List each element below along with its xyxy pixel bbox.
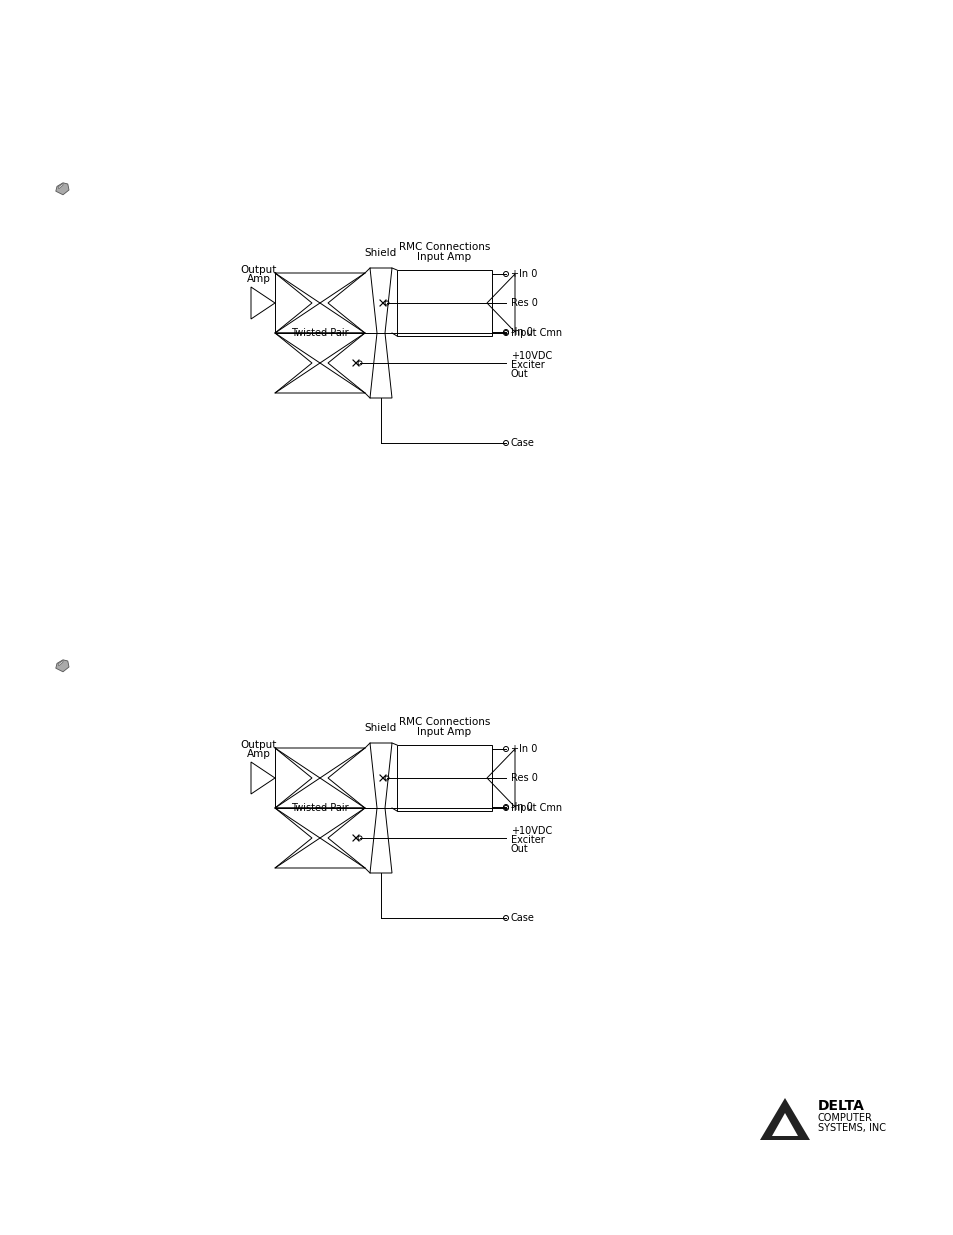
Text: Exciter: Exciter — [511, 835, 544, 845]
Text: Out: Out — [511, 369, 528, 379]
Text: RMC Connections: RMC Connections — [398, 242, 490, 252]
Text: Input Amp: Input Amp — [417, 252, 471, 262]
Text: +In 0: +In 0 — [511, 743, 537, 755]
Polygon shape — [58, 184, 63, 189]
Bar — [396, 745, 492, 811]
Text: Case: Case — [511, 913, 535, 923]
Text: Amp: Amp — [247, 748, 271, 760]
Polygon shape — [55, 183, 69, 195]
Text: Output: Output — [240, 740, 277, 750]
Text: Twisted Pair: Twisted Pair — [291, 329, 349, 338]
Text: Out: Out — [511, 844, 528, 853]
Text: Shield: Shield — [364, 248, 396, 258]
Polygon shape — [55, 659, 69, 672]
Text: +10VDC: +10VDC — [511, 351, 552, 361]
Text: Res 0: Res 0 — [511, 773, 537, 783]
Text: Exciter: Exciter — [511, 359, 544, 370]
Text: Case: Case — [511, 438, 535, 448]
Text: Res 0: Res 0 — [511, 298, 537, 308]
Text: Shield: Shield — [364, 722, 396, 734]
Text: Input Cmn: Input Cmn — [511, 329, 561, 338]
Text: Output: Output — [240, 266, 277, 275]
Text: Input Amp: Input Amp — [417, 727, 471, 737]
Polygon shape — [58, 661, 63, 666]
Text: +In 0: +In 0 — [511, 269, 537, 279]
Text: -In 0: -In 0 — [511, 802, 533, 811]
Text: DELTA: DELTA — [817, 1099, 864, 1113]
Bar — [396, 270, 492, 336]
Text: Amp: Amp — [247, 274, 271, 284]
Text: -In 0: -In 0 — [511, 327, 533, 337]
Text: SYSTEMS, INC: SYSTEMS, INC — [817, 1123, 885, 1132]
Text: COMPUTER: COMPUTER — [817, 1113, 872, 1123]
Polygon shape — [771, 1113, 797, 1136]
Text: +10VDC: +10VDC — [511, 826, 552, 836]
Text: RMC Connections: RMC Connections — [398, 718, 490, 727]
Text: Input Cmn: Input Cmn — [511, 803, 561, 813]
Polygon shape — [760, 1098, 809, 1140]
Text: Twisted Pair: Twisted Pair — [291, 803, 349, 813]
